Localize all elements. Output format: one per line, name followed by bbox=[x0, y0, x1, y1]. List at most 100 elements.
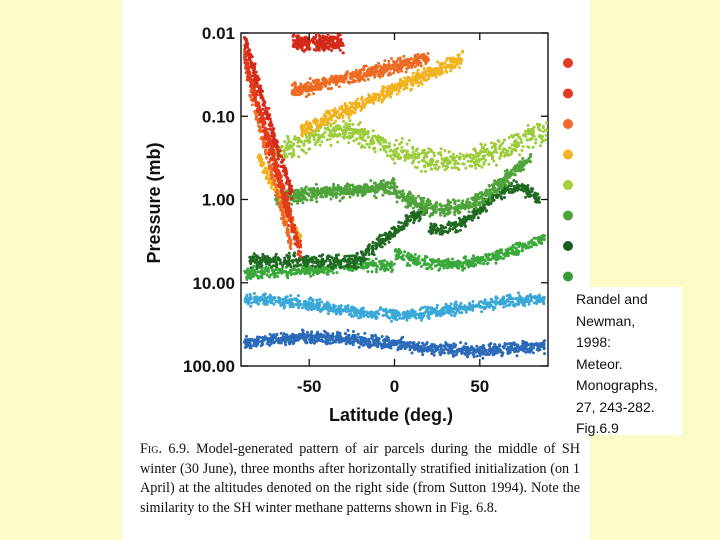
parcel-point bbox=[470, 345, 474, 349]
parcel-point bbox=[338, 126, 342, 130]
parcel-point bbox=[493, 253, 497, 257]
parcel-point bbox=[291, 342, 295, 346]
parcel-point bbox=[392, 185, 396, 189]
parcel-point bbox=[434, 224, 438, 228]
parcel-point bbox=[514, 242, 518, 246]
parcel-point bbox=[443, 209, 446, 212]
parcel-point bbox=[508, 342, 512, 345]
parcel-point bbox=[310, 198, 314, 202]
parcel-point bbox=[426, 349, 430, 352]
parcel-point bbox=[296, 294, 300, 298]
parcel-point bbox=[321, 191, 325, 195]
parcel-point bbox=[382, 338, 385, 342]
parcel-point bbox=[414, 344, 417, 348]
parcel-point bbox=[248, 255, 252, 259]
parcel-point bbox=[482, 206, 486, 210]
parcel-point bbox=[481, 157, 484, 161]
parcel-point bbox=[387, 240, 391, 244]
parcel-point bbox=[436, 348, 440, 352]
parcel-point bbox=[421, 258, 425, 262]
parcel-point bbox=[345, 254, 349, 258]
parcel-point bbox=[474, 207, 478, 210]
parcel-point bbox=[293, 254, 297, 258]
parcel-point bbox=[313, 334, 317, 338]
parcel-point bbox=[545, 121, 549, 125]
parcel-point bbox=[534, 193, 538, 197]
parcel-point bbox=[483, 298, 487, 302]
parcel-point bbox=[499, 256, 502, 260]
parcel-point bbox=[444, 342, 448, 346]
parcel-point bbox=[461, 206, 465, 210]
parcel-point bbox=[409, 254, 413, 258]
parcel-point bbox=[367, 263, 371, 267]
parcel-point bbox=[442, 226, 446, 230]
parcel-point bbox=[305, 333, 309, 337]
parcel-point bbox=[520, 249, 524, 253]
parcel-point bbox=[330, 256, 334, 260]
parcel-point bbox=[359, 257, 363, 261]
parcel-point bbox=[380, 335, 384, 338]
parcel-point bbox=[414, 149, 418, 153]
parcel-point bbox=[482, 161, 486, 165]
parcel-point bbox=[467, 210, 471, 214]
parcel-point bbox=[412, 197, 415, 201]
parcel-point bbox=[432, 307, 436, 311]
parcel-point bbox=[446, 222, 450, 226]
parcel-point bbox=[417, 194, 420, 198]
parcel-point bbox=[408, 264, 412, 267]
parcel-point bbox=[278, 298, 282, 302]
parcel-point bbox=[382, 309, 386, 313]
parcel-point bbox=[493, 343, 497, 346]
parcel-point bbox=[470, 257, 474, 261]
parcel-point bbox=[505, 249, 509, 253]
parcel-point bbox=[400, 140, 404, 144]
parcel-point bbox=[505, 298, 509, 302]
parcel-point bbox=[426, 164, 430, 168]
parcel-point bbox=[430, 352, 434, 356]
parcel-point bbox=[434, 231, 438, 235]
parcel-point bbox=[331, 262, 335, 266]
parcel-point bbox=[471, 210, 475, 214]
parcel-point bbox=[351, 305, 355, 309]
parcel-point bbox=[471, 303, 475, 307]
parcel-point bbox=[451, 227, 455, 231]
parcel-point bbox=[259, 261, 263, 265]
parcel-point bbox=[461, 264, 465, 268]
parcel-point bbox=[435, 306, 439, 310]
parcel-point bbox=[279, 331, 283, 335]
parcel-point bbox=[345, 335, 349, 339]
parcel-point bbox=[347, 131, 351, 135]
parcel-point bbox=[329, 190, 333, 194]
parcel-point bbox=[322, 260, 326, 264]
parcel-point bbox=[459, 341, 463, 344]
parcel-point bbox=[414, 347, 418, 351]
parcel-point bbox=[291, 258, 295, 262]
parcel-point bbox=[392, 262, 396, 266]
parcel-point bbox=[263, 296, 267, 300]
parcel-point bbox=[487, 162, 491, 166]
parcel-point bbox=[387, 338, 390, 342]
parcel-point bbox=[423, 164, 426, 168]
parcel-point bbox=[535, 348, 539, 352]
parcel-point bbox=[389, 345, 392, 349]
parcel-point bbox=[342, 131, 346, 135]
parcel-point bbox=[515, 248, 519, 252]
parcel-point bbox=[505, 175, 509, 179]
parcel-point bbox=[301, 201, 305, 205]
parcel-point bbox=[296, 192, 300, 196]
parcel-point bbox=[314, 196, 318, 200]
parcel-point bbox=[452, 152, 455, 156]
parcel-point bbox=[382, 146, 386, 149]
parcel-point bbox=[489, 201, 493, 205]
parcel-point bbox=[314, 133, 318, 137]
parcel-point bbox=[299, 333, 303, 337]
parcel-point bbox=[379, 238, 383, 241]
parcel-point bbox=[526, 128, 530, 131]
parcel-point bbox=[411, 215, 415, 219]
parcel-point bbox=[370, 270, 374, 274]
parcel-point bbox=[335, 271, 339, 275]
parcel-point bbox=[248, 260, 252, 264]
parcel-point bbox=[401, 344, 405, 348]
parcel-point bbox=[434, 309, 438, 313]
